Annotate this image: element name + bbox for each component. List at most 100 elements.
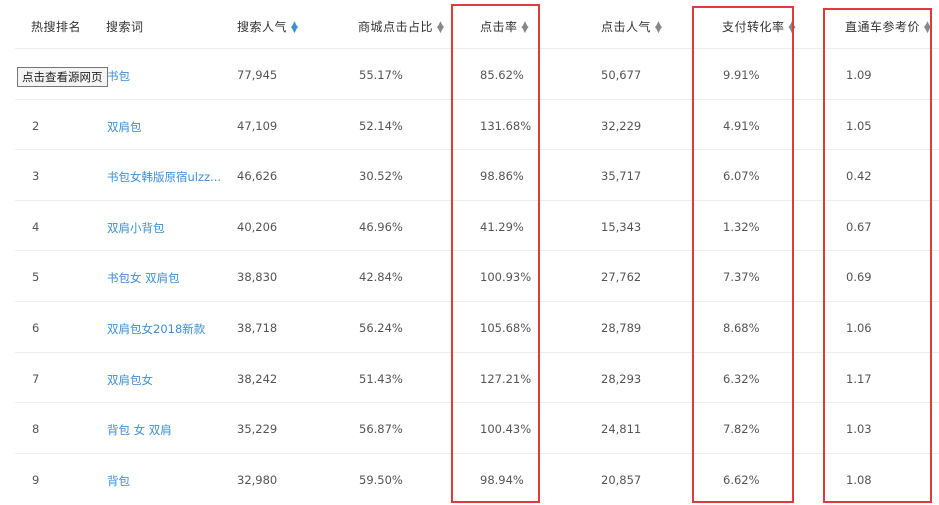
cell-ctr: 100.43% [480, 422, 532, 437]
cell-rank: 6 [32, 321, 40, 335]
table-row: 4 双肩小背包 40,206 46.96% 41.29% 15,343 1.32% 0.67 [15, 199, 939, 252]
cell-click-popularity: 15,343 [601, 219, 642, 234]
header-rank-label: 热搜排名 [31, 20, 82, 34]
sort-icon[interactable]: ▲ ▼ [437, 19, 445, 35]
header-mall-click-ratio[interactable]: 商城点击占比 ▲ ▼ [358, 18, 444, 35]
cell-rank: 5 [32, 270, 40, 285]
sort-icon[interactable]: ▲ ▼ [924, 19, 932, 35]
sort-icon[interactable]: ▲ ▼ [788, 19, 796, 35]
cell-mall-click-ratio: 56.87% [359, 422, 403, 437]
cell-rank: 3 [32, 169, 40, 184]
cell-conversion-rate: 9.91% [723, 68, 760, 82]
cell-rank: 7 [32, 371, 40, 386]
cell-ztc-price: 1.09 [846, 68, 872, 82]
cell-ztc-price: 1.05 [846, 118, 872, 133]
cell-click-popularity: 50,677 [601, 68, 642, 82]
cell-ctr: 105.68% [480, 321, 532, 335]
table-header: 热搜排名 搜索词 搜索人气 ▲ ▼ 商城点击占比 ▲ ▼ 点击率 ▲ ▼ 点击人气 ▲ ▼ 支付… [0, 0, 939, 48]
cell-ctr: 98.94% [480, 472, 524, 487]
cell-search-popularity: 46,626 [237, 169, 278, 184]
cell-mall-click-ratio: 30.52% [359, 169, 403, 184]
cell-mall-click-ratio: 42.84% [359, 270, 403, 285]
cell-ctr: 98.86% [480, 169, 524, 184]
cell-search-popularity: 35,229 [237, 422, 278, 437]
cell-click-popularity: 28,789 [601, 321, 642, 335]
cell-ztc-price: 1.06 [846, 321, 872, 335]
cell-ztc-price: 0.69 [846, 270, 872, 285]
cell-ztc-price: 1.03 [846, 422, 872, 437]
cell-click-popularity: 27,762 [601, 270, 642, 285]
cell-mall-click-ratio: 56.24% [359, 321, 403, 335]
keyword-link[interactable]: 双肩包 [107, 119, 142, 134]
keyword-link[interactable]: 双肩包女2018新款 [107, 322, 206, 336]
cell-ctr: 100.93% [480, 270, 532, 285]
table-row: 3 书包女韩版原宿ulzz... 46,626 30.52% 98.86% 35,717 6… [15, 149, 939, 201]
cell-ztc-price: 0.67 [846, 219, 872, 234]
header-search-popularity-label: 搜索人气 [237, 20, 288, 34]
table-row: 6 双肩包女2018新款 38,718 56.24% 105.68% 28,789 8.68… [15, 301, 939, 353]
keyword-link[interactable]: 双肩小背包 [107, 220, 165, 235]
table-row: 9 背包 32,980 59.50% 98.94% 20,857 6.62% 1.08 [15, 452, 939, 505]
cell-search-popularity: 38,242 [237, 371, 278, 386]
table-row: 8 背包 女 双肩 35,229 56.87% 100.43% 24,811 7.82% 1.… [15, 402, 939, 454]
header-search-popularity[interactable]: 搜索人气 ▲ ▼ [237, 18, 298, 35]
cell-ctr: 127.21% [480, 371, 532, 386]
cell-rank: 9 [32, 472, 40, 487]
cell-search-popularity: 47,109 [237, 118, 278, 133]
cell-ctr: 131.68% [480, 118, 532, 133]
header-click-popularity-label: 点击人气 [601, 20, 652, 34]
cell-conversion-rate: 6.62% [723, 472, 760, 487]
cell-conversion-rate: 7.37% [723, 270, 760, 285]
cell-rank: 8 [32, 422, 40, 437]
table-row: 5 书包女 双肩包 38,830 42.84% 100.93% 27,762 7.37% 0.… [15, 250, 939, 302]
table-row: 2 双肩包 47,109 52.14% 131.68% 32,229 4.91% 1.05 [15, 98, 939, 151]
keyword-link[interactable]: 背包 女 双肩 [107, 423, 172, 438]
header-ztc-price[interactable]: 直通车参考价 ▲ ▼ [845, 18, 931, 35]
cell-click-popularity: 20,857 [601, 472, 642, 487]
cell-ztc-price: 0.42 [846, 169, 872, 184]
header-keyword: 搜索词 [106, 18, 144, 35]
keyword-link[interactable]: 双肩包女 [107, 372, 153, 387]
cell-click-popularity: 32,229 [601, 118, 642, 133]
cell-mall-click-ratio: 59.50% [359, 472, 403, 487]
cell-search-popularity: 38,718 [237, 321, 278, 335]
header-ctr[interactable]: 点击率 ▲ ▼ [480, 18, 529, 35]
cell-mall-click-ratio: 55.17% [359, 68, 403, 82]
header-conversion-rate[interactable]: 支付转化率 ▲ ▼ [722, 18, 796, 35]
cell-conversion-rate: 6.07% [723, 169, 760, 184]
cell-ctr: 41.29% [480, 219, 524, 234]
keyword-link[interactable]: 书包女韩版原宿ulzz... [107, 170, 222, 185]
header-ctr-label: 点击率 [480, 20, 518, 34]
cell-rank: 2 [32, 118, 40, 133]
header-conversion-rate-label: 支付转化率 [722, 20, 785, 34]
sort-icon[interactable]: ▲ ▼ [291, 19, 299, 35]
cell-mall-click-ratio: 46.96% [359, 219, 403, 234]
cell-mall-click-ratio: 51.43% [359, 371, 403, 386]
sort-icon[interactable]: ▲ ▼ [655, 19, 663, 35]
sort-icon[interactable]: ▲ ▼ [521, 19, 529, 35]
cell-conversion-rate: 6.32% [723, 371, 760, 386]
cell-search-popularity: 32,980 [237, 472, 278, 487]
cell-search-popularity: 38,830 [237, 270, 278, 285]
cell-ctr: 85.62% [480, 68, 524, 82]
cell-rank: 4 [32, 219, 40, 234]
header-rank: 热搜排名 [31, 18, 81, 35]
cell-mall-click-ratio: 52.14% [359, 118, 403, 133]
cell-click-popularity: 28,293 [601, 371, 642, 386]
keyword-link[interactable]: 书包 [107, 69, 130, 83]
header-mall-click-ratio-label: 商城点击占比 [358, 20, 434, 34]
keyword-link[interactable]: 背包 [107, 473, 130, 488]
cell-click-popularity: 24,811 [601, 422, 642, 437]
header-keyword-label: 搜索词 [106, 20, 144, 34]
header-click-popularity[interactable]: 点击人气 ▲ ▼ [601, 18, 662, 35]
cell-ztc-price: 1.08 [846, 472, 872, 487]
cell-search-popularity: 40,206 [237, 219, 278, 234]
cell-ztc-price: 1.17 [846, 371, 872, 386]
cell-conversion-rate: 1.32% [723, 219, 760, 234]
keyword-link[interactable]: 书包女 双肩包 [107, 271, 180, 286]
cell-conversion-rate: 7.82% [723, 422, 760, 437]
cell-conversion-rate: 8.68% [723, 321, 760, 335]
cell-search-popularity: 77,945 [237, 68, 278, 82]
tooltip-view-source: 点击查看源网页 [17, 67, 108, 87]
